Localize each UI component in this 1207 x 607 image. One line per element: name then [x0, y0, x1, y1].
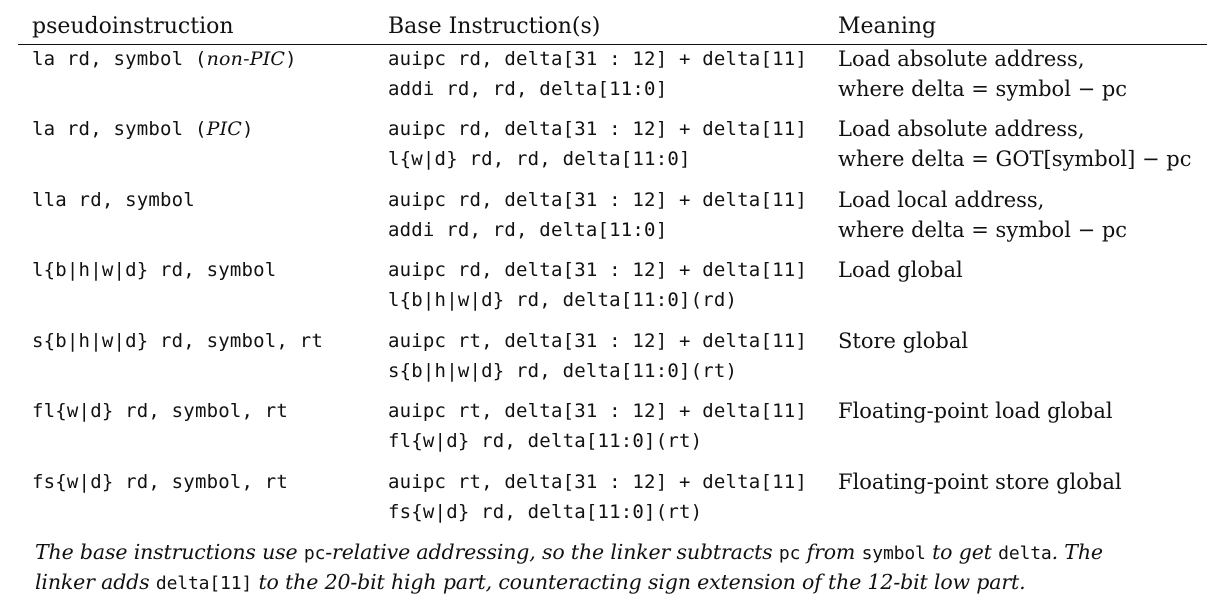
pseudo-text: la rd, symbol (: [32, 48, 207, 70]
caption-text: -relative addressing, so the linker subt…: [325, 540, 779, 564]
base-line-2: l{b|h|w|d} rd, delta[11:0](rd): [388, 289, 738, 311]
header-meaning: Meaning: [838, 14, 937, 39]
pseudo-text: s{b|h|w|d} rd, symbol, rt: [32, 330, 323, 352]
meaning-line-1: Floating-point store global: [838, 470, 1122, 494]
pseudo-cell: fl{w|d} rd, symbol, rt: [32, 396, 288, 426]
meaning-cell: Load absolute address, where delta = GOT…: [838, 114, 1191, 174]
meaning-cell: Load global: [838, 255, 963, 285]
caption-code: delta: [998, 543, 1052, 564]
caption-line-1: The base instructions use pc-relative ad…: [35, 538, 1200, 568]
table-row: fs{w|d} rd, symbol, rt auipc rt, delta[3…: [0, 467, 1207, 529]
caption-text: The base instructions use: [35, 540, 304, 564]
caption-code: pc: [778, 543, 801, 564]
table-caption: The base instructions use pc-relative ad…: [35, 538, 1200, 598]
caption-code: delta[11]: [155, 573, 253, 594]
base-cell: auipc rt, delta[31 : 12] + delta[11] fs{…: [388, 467, 807, 527]
base-cell: auipc rt, delta[31 : 12] + delta[11] fl{…: [388, 396, 807, 456]
pseudo-text: lla rd, symbol: [32, 189, 195, 211]
base-line-1: auipc rd, delta[31 : 12] + delta[11]: [388, 118, 808, 140]
table-row: lla rd, symbol auipc rd, delta[31 : 12] …: [0, 185, 1207, 247]
pseudo-cell: s{b|h|w|d} rd, symbol, rt: [32, 326, 323, 356]
caption-text: to get: [925, 540, 999, 564]
caption-code: pc: [303, 543, 326, 564]
pseudo-text: la rd, symbol (: [32, 118, 207, 140]
pseudo-cell: la rd, symbol (non-PIC): [32, 44, 297, 74]
base-cell: auipc rd, delta[31 : 12] + delta[11] add…: [388, 185, 807, 245]
table-row: l{b|h|w|d} rd, symbol auipc rd, delta[31…: [0, 255, 1207, 317]
base-line-1: auipc rd, delta[31 : 12] + delta[11]: [388, 48, 808, 70]
base-cell: auipc rd, delta[31 : 12] + delta[11] l{b…: [388, 255, 807, 315]
pseudo-cell: la rd, symbol (PIC): [32, 114, 254, 144]
pseudo-cell: fs{w|d} rd, symbol, rt: [32, 467, 288, 497]
meaning-line-1: Load absolute address,: [838, 117, 1085, 141]
base-line-1: auipc rt, delta[31 : 12] + delta[11]: [388, 471, 808, 493]
pseudo-close: ): [285, 48, 297, 70]
meaning-line-1: Floating-point load global: [838, 399, 1113, 423]
caption-text: . The: [1051, 540, 1103, 564]
caption-code: symbol: [861, 543, 926, 564]
meaning-cell: Store global: [838, 326, 968, 356]
base-line-2: l{w|d} rd, rd, delta[11:0]: [388, 148, 691, 170]
meaning-cell: Floating-point store global: [838, 467, 1122, 497]
base-cell: auipc rd, delta[31 : 12] + delta[11] l{w…: [388, 114, 807, 174]
meaning-line-1: Store global: [838, 329, 969, 353]
caption-text: from: [800, 540, 862, 564]
meaning-line-1: Load local address,: [838, 188, 1045, 212]
meaning-line-2: where delta = GOT[symbol] − pc: [838, 147, 1192, 171]
meaning-line-1: Load global: [838, 258, 963, 282]
pseudo-cell: l{b|h|w|d} rd, symbol: [32, 255, 276, 285]
header-rule: [18, 44, 1207, 45]
header-base-instructions: Base Instruction(s): [388, 14, 601, 39]
meaning-cell: Load local address, where delta = symbol…: [838, 185, 1127, 245]
base-line-2: addi rd, rd, delta[11:0]: [388, 219, 668, 241]
pseudo-close: ): [242, 118, 254, 140]
meaning-line-1: Load absolute address,: [838, 47, 1085, 71]
base-line-1: auipc rt, delta[31 : 12] + delta[11]: [388, 400, 808, 422]
base-line-2: fl{w|d} rd, delta[11:0](rt): [388, 430, 703, 452]
pseudo-variant: non-PIC: [206, 48, 286, 70]
base-cell: auipc rd, delta[31 : 12] + delta[11] add…: [388, 44, 807, 104]
table-row: la rd, symbol (non-PIC) auipc rd, delta[…: [0, 44, 1207, 106]
pseudo-cell: lla rd, symbol: [32, 185, 195, 215]
base-line-1: auipc rt, delta[31 : 12] + delta[11]: [388, 330, 808, 352]
pseudo-variant: PIC: [206, 118, 243, 140]
pseudo-text: l{b|h|w|d} rd, symbol: [32, 259, 277, 281]
base-line-2: addi rd, rd, delta[11:0]: [388, 78, 668, 100]
meaning-line-2: where delta = symbol − pc: [838, 77, 1128, 101]
table-row: fl{w|d} rd, symbol, rt auipc rt, delta[3…: [0, 396, 1207, 458]
base-line-1: auipc rd, delta[31 : 12] + delta[11]: [388, 259, 808, 281]
base-line-2: s{b|h|w|d} rd, delta[11:0](rt): [388, 360, 738, 382]
base-cell: auipc rt, delta[31 : 12] + delta[11] s{b…: [388, 326, 807, 386]
meaning-line-2: where delta = symbol − pc: [838, 218, 1128, 242]
table-row: la rd, symbol (PIC) auipc rd, delta[31 :…: [0, 114, 1207, 176]
pseudo-text: fs{w|d} rd, symbol, rt: [32, 471, 289, 493]
pseudo-text: fl{w|d} rd, symbol, rt: [32, 400, 289, 422]
meaning-cell: Floating-point load global: [838, 396, 1113, 426]
caption-text: to the 20-bit high part, counteracting s…: [252, 570, 1026, 594]
header-pseudoinstruction: pseudoinstruction: [32, 14, 234, 39]
caption-text: linker adds: [35, 570, 156, 594]
base-line-1: auipc rd, delta[31 : 12] + delta[11]: [388, 189, 808, 211]
table-row: s{b|h|w|d} rd, symbol, rt auipc rt, delt…: [0, 326, 1207, 388]
caption-line-2: linker adds delta[11] to the 20-bit high…: [35, 568, 1200, 598]
base-line-2: fs{w|d} rd, delta[11:0](rt): [388, 501, 703, 523]
meaning-cell: Load absolute address, where delta = sym…: [838, 44, 1127, 104]
